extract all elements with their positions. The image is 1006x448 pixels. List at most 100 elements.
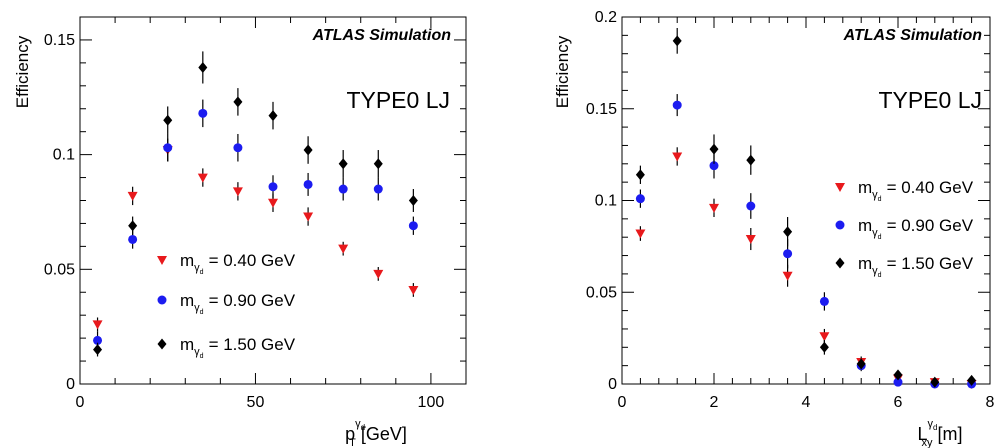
legend-m: m <box>858 254 872 273</box>
data-point <box>163 143 173 153</box>
type-annotation: TYPE0 LJ <box>346 87 450 113</box>
data-point <box>268 110 278 122</box>
data-point <box>93 335 103 345</box>
y-tick-label: 0.2 <box>595 9 617 26</box>
data-point <box>782 271 793 281</box>
x-tick-label: 4 <box>802 394 811 411</box>
x-axis-label-main: p <box>345 424 355 444</box>
data-point <box>672 100 682 110</box>
data-point <box>745 235 756 245</box>
data-point <box>635 169 645 181</box>
data-point <box>93 344 103 356</box>
data-point <box>197 173 208 183</box>
data-point <box>783 249 793 259</box>
atlas-label: ATLAS Simulation <box>843 27 983 44</box>
legend-m: m <box>180 291 194 310</box>
data-point <box>338 184 348 194</box>
series-1 <box>635 94 977 389</box>
data-point <box>819 332 830 342</box>
legend-entry: mγd = 0.40 GeV <box>858 178 974 203</box>
data-point <box>373 184 383 194</box>
data-point <box>338 158 348 170</box>
y-tick-label: 0.05 <box>586 284 617 301</box>
legend-m: m <box>858 178 872 197</box>
y-tick-label: 0 <box>66 376 75 393</box>
x-axis-label-sub: T <box>349 437 356 448</box>
legend-m: m <box>858 216 872 235</box>
x-tick-label: 8 <box>986 394 995 411</box>
legend-entry: mγd = 0.90 GeV <box>180 291 296 316</box>
data-point <box>198 108 208 118</box>
legend-entry: mγd = 0.40 GeV <box>180 251 296 276</box>
type-annotation: TYPE0 LJ <box>878 87 982 113</box>
legend-value: = 0.40 GeV <box>209 251 296 270</box>
x-axis-label-sup: γ <box>928 418 934 430</box>
data-point <box>709 203 719 213</box>
y-tick-label: 0 <box>608 376 617 393</box>
x-tick-label: 100 <box>418 394 445 411</box>
atlas-label: ATLAS Simulation <box>312 27 452 44</box>
legend-gamma: γ <box>194 302 200 314</box>
data-point <box>408 221 418 231</box>
legend-marker <box>157 338 167 350</box>
x-axis-label: pγd T [GeV] <box>345 418 407 448</box>
data-point <box>635 194 645 204</box>
legend-gamma: γ <box>194 346 200 358</box>
x-axis-label: Lγd xy [m] <box>918 418 963 448</box>
legend-entry: mγd = 1.50 GeV <box>858 254 974 279</box>
y-axis-label: Efficiency <box>553 35 572 108</box>
legend-entry: mγd = 1.50 GeV <box>180 335 296 360</box>
x-axis-label-sup: γ <box>355 418 361 430</box>
legend-d: d <box>878 234 882 241</box>
data-point <box>373 269 384 279</box>
legend-value: = 1.50 GeV <box>209 335 296 354</box>
data-point <box>128 220 138 232</box>
data-point <box>709 143 719 155</box>
legend-d: d <box>200 353 204 360</box>
legend-m: m <box>180 335 194 354</box>
data-point <box>198 61 208 73</box>
data-point <box>893 369 903 381</box>
x-axis-label-supsub: d <box>361 423 365 432</box>
y-axis-label: Efficiency <box>13 35 32 108</box>
data-point <box>127 191 138 201</box>
legend-marker <box>835 220 845 230</box>
data-point <box>232 187 243 197</box>
data-point <box>893 377 903 387</box>
x-axis-label-unit: [m] <box>932 424 962 444</box>
data-point <box>92 320 103 330</box>
legend-d: d <box>200 269 204 276</box>
data-point <box>672 152 683 162</box>
legend-m: m <box>180 251 194 270</box>
legend-d: d <box>878 196 882 203</box>
x-axis-label-unit: [GeV] <box>356 424 407 444</box>
x-axis-label-sub: xy <box>921 437 933 448</box>
legend-value: = 1.50 GeV <box>887 254 974 273</box>
x-tick-label: 0 <box>76 394 85 411</box>
data-point <box>819 296 829 306</box>
legend-value: = 0.90 GeV <box>887 216 974 235</box>
legend-gamma: γ <box>872 227 878 239</box>
plot-frame <box>621 16 991 385</box>
series-2 <box>93 51 418 357</box>
data-point <box>373 158 383 170</box>
y-tick-label: 0.1 <box>595 193 617 210</box>
data-point <box>856 358 866 370</box>
data-point <box>746 201 756 211</box>
y-tick-label: 0.05 <box>44 261 75 278</box>
data-point <box>268 182 278 192</box>
data-point <box>163 114 173 126</box>
x-axis-label-supsub: d <box>933 423 937 432</box>
x-tick-label: 0 <box>618 394 627 411</box>
legend-marker <box>835 257 845 269</box>
data-point <box>746 154 756 166</box>
legend-gamma: γ <box>872 189 878 201</box>
data-point <box>128 234 138 244</box>
legend-marker <box>157 295 167 305</box>
legend-value: = 0.90 GeV <box>209 291 296 310</box>
data-point <box>967 374 977 386</box>
